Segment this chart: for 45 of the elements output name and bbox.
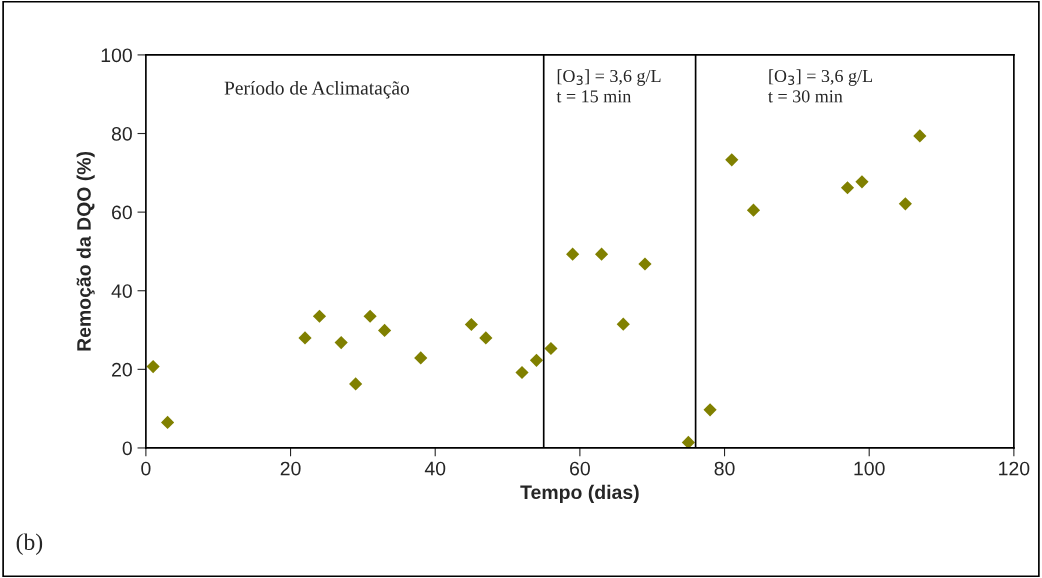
annotation: [O$_{3}$] = 3,6 g/L t = 30 min — [768, 69, 873, 103]
x-tick-label: 80 — [714, 461, 735, 476]
point — [746, 203, 761, 217]
point — [298, 331, 312, 345]
x-axis-title: Tempo (dias) — [520, 484, 639, 503]
point — [146, 360, 160, 374]
point — [616, 317, 630, 331]
y-tick-label: 60 — [112, 205, 132, 220]
point — [703, 403, 717, 417]
point — [479, 331, 493, 345]
point — [594, 247, 609, 261]
point — [566, 247, 580, 261]
point — [334, 336, 348, 350]
y-tick-label: 20 — [112, 362, 132, 377]
point — [913, 129, 927, 143]
point — [349, 377, 363, 391]
point — [515, 365, 529, 380]
text: (b) — [16, 533, 43, 555]
x-tick-label: 120 — [999, 461, 1030, 476]
x-tick-label: 100 — [854, 461, 885, 476]
point — [681, 435, 695, 448]
annotation: [O$_{3}$] = 3,6 g/L t = 15 min — [556, 69, 661, 103]
point — [414, 351, 428, 365]
point — [544, 341, 558, 356]
y-tick-label: 40 — [111, 284, 132, 298]
point — [464, 317, 478, 332]
point — [363, 309, 377, 323]
annotation: Período de Aclimatação — [224, 80, 410, 99]
y-tick-label: 80 — [111, 126, 132, 141]
y-tick-label: 0 — [122, 441, 132, 456]
y-tick-label: 100 — [101, 48, 132, 63]
x-tick-label: 40 — [424, 461, 446, 476]
point — [529, 353, 544, 367]
point — [840, 181, 855, 195]
point — [725, 153, 739, 167]
point — [377, 323, 392, 338]
point — [312, 309, 327, 323]
x-tick-label: 60 — [570, 461, 590, 476]
point — [160, 415, 175, 429]
point — [638, 257, 652, 271]
y-axis-title: Remoção da DQO (%) — [76, 151, 95, 351]
x-tick-label: 0 — [141, 461, 151, 476]
point — [855, 175, 869, 189]
point — [898, 197, 912, 211]
x-tick-label: 20 — [280, 461, 301, 476]
